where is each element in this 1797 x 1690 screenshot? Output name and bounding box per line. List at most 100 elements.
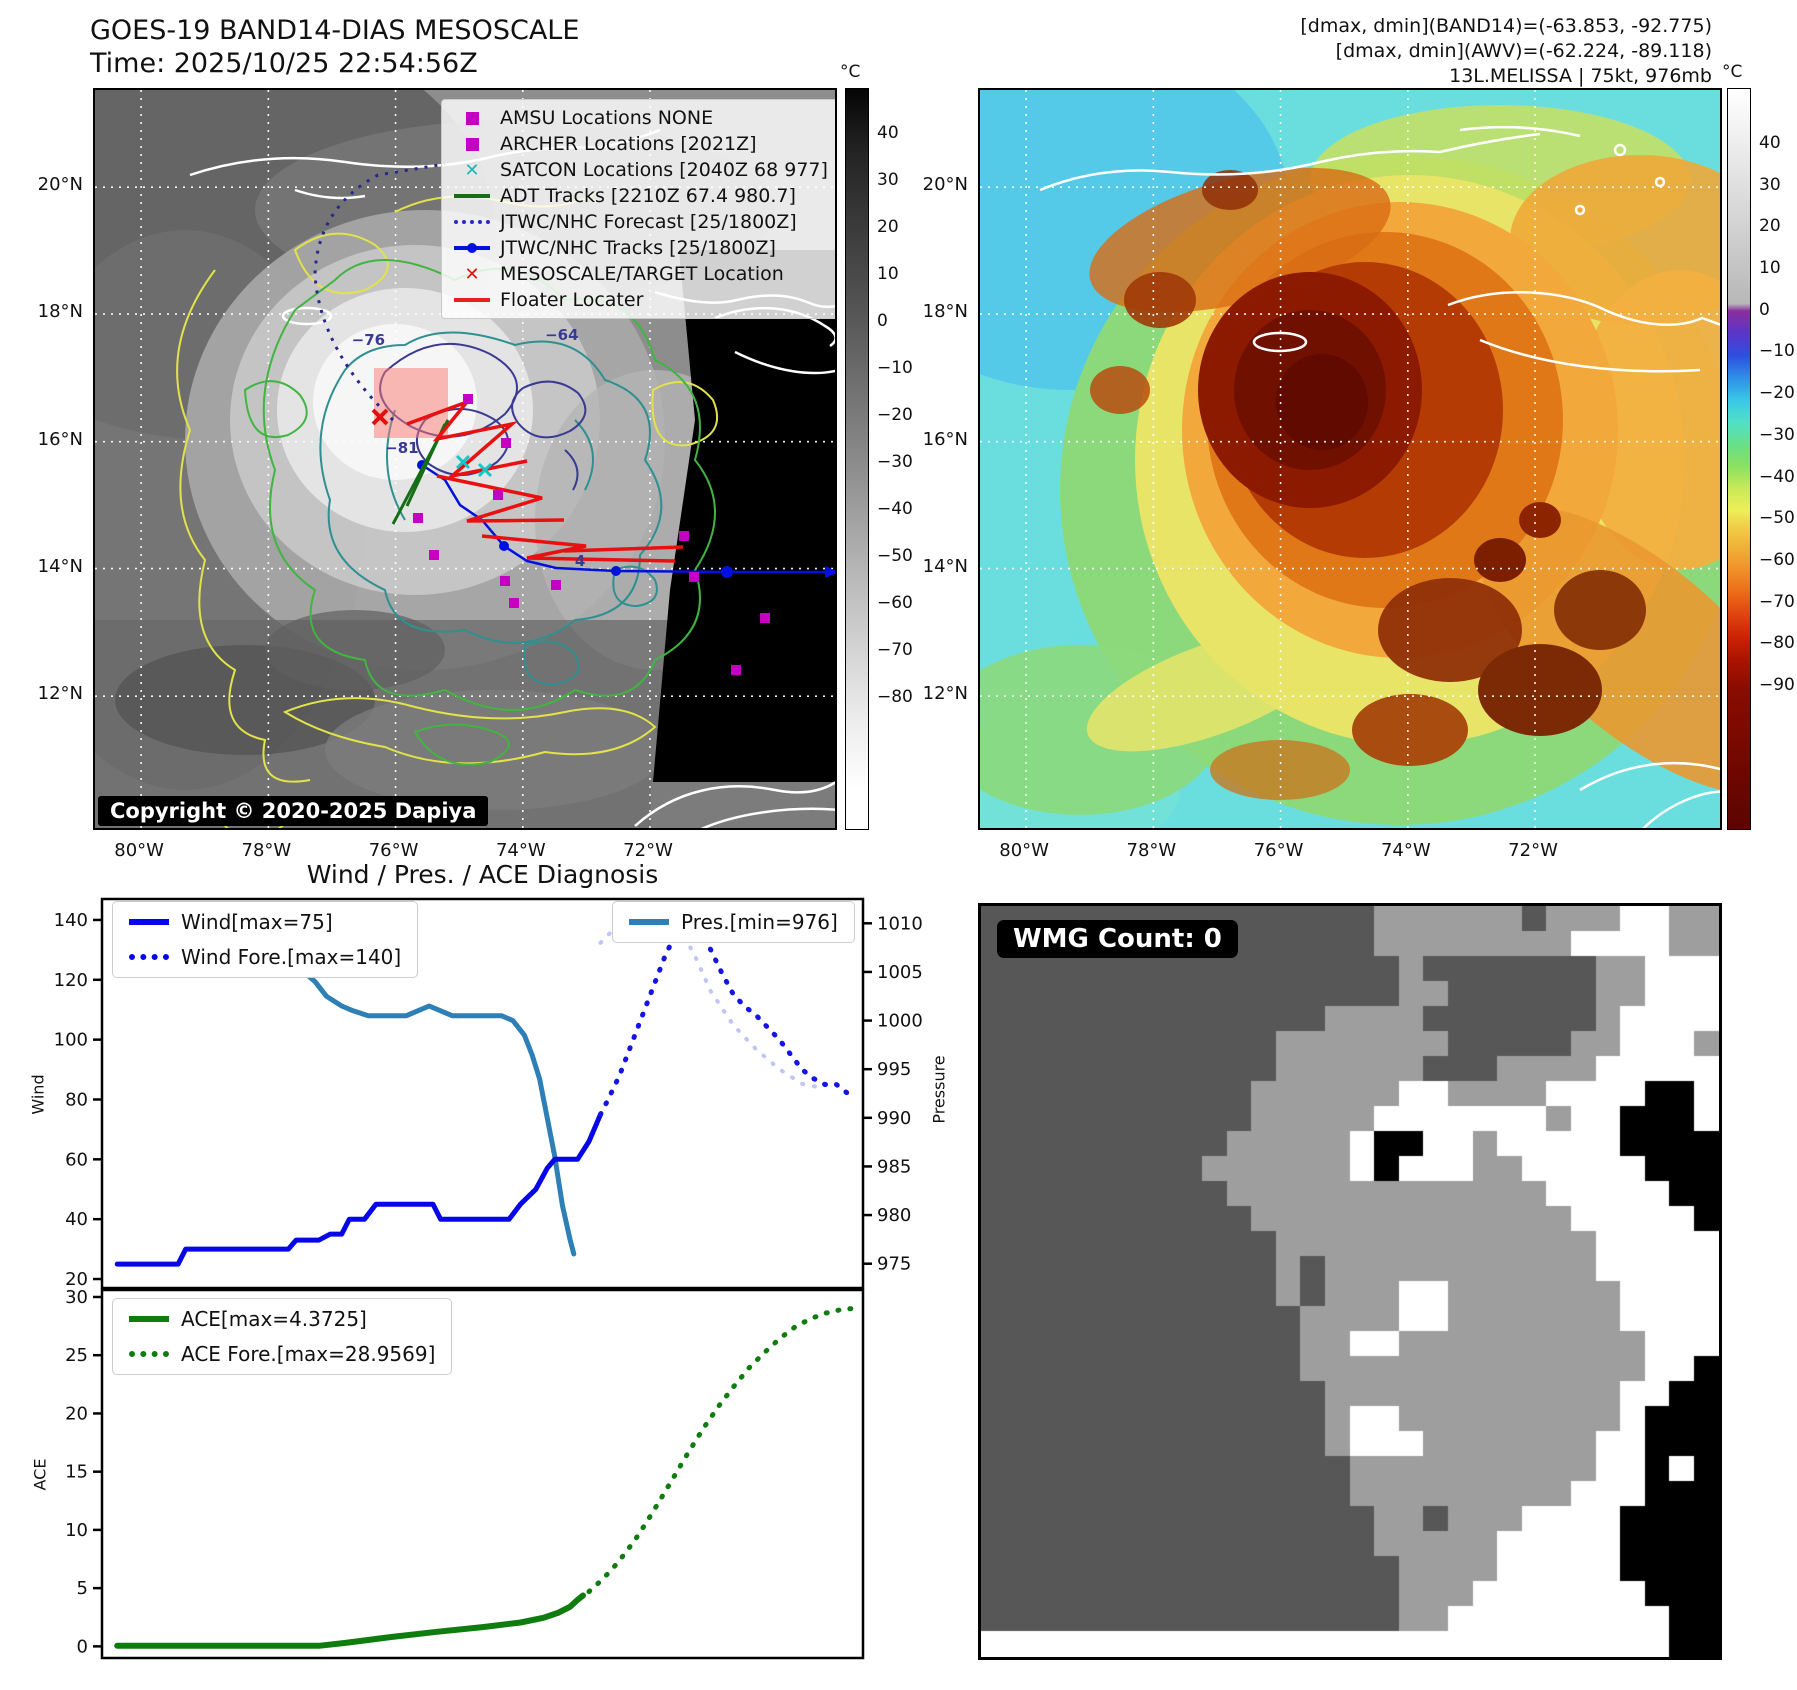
ir-lon-label: 78°W bbox=[1126, 840, 1177, 861]
band14-colorbar-tick: −20 bbox=[877, 405, 913, 426]
wind-axis-label: Wind bbox=[28, 1074, 48, 1115]
legend-item: ACE[max=4.3725] bbox=[129, 1307, 435, 1331]
wmg-panel: WMG Count: 0 bbox=[978, 903, 1722, 1660]
band14-colorbar-tick: 20 bbox=[877, 217, 899, 238]
line-icon bbox=[450, 194, 494, 198]
line-sample-icon bbox=[629, 919, 669, 925]
ir-colorbar-tick: −30 bbox=[1759, 424, 1795, 445]
ir-lon-label: 72°W bbox=[1508, 840, 1558, 861]
legend-item-label: Pres.[min=976] bbox=[681, 910, 838, 934]
line-sample-icon bbox=[129, 954, 169, 960]
ir-colorbar-tick: 10 bbox=[1759, 258, 1781, 278]
ir-lon-label: 76°W bbox=[1253, 840, 1304, 861]
ir-colorbar-tick: −40 bbox=[1759, 466, 1795, 487]
legend-item-label: SATCON Locations [2040Z 68 977] bbox=[500, 159, 828, 181]
ir-colorbar-tick: −10 bbox=[1759, 341, 1795, 362]
ir-colorbar-tick: −70 bbox=[1759, 591, 1795, 612]
square-icon bbox=[450, 137, 494, 151]
band14-colorbar-tick: −40 bbox=[877, 499, 913, 519]
ir-lat-label: 14°N bbox=[922, 555, 968, 577]
line-sample-icon bbox=[129, 1316, 169, 1322]
y-axis-tick-label: 60 bbox=[65, 1149, 88, 1170]
y-axis-tick-label: 5 bbox=[77, 1578, 88, 1599]
pressure-axis-label: Pressure bbox=[929, 1055, 949, 1124]
line-sample-icon bbox=[129, 919, 169, 925]
y-axis-tick-label: 0 bbox=[77, 1636, 88, 1657]
ir-colorbar bbox=[1727, 88, 1751, 830]
chart-section-title: Wind / Pres. / ACE Diagnosis bbox=[306, 860, 659, 889]
y-axis-tick-label: 20 bbox=[65, 1269, 88, 1290]
y2-axis-tick-label: 1000 bbox=[877, 1011, 923, 1032]
copyright-badge: Copyright © 2020-2025 Dapiya bbox=[98, 796, 489, 826]
legend-item-label: ARCHER Locations [2021Z] bbox=[500, 133, 757, 155]
band14-lon-label: 78°W bbox=[241, 840, 292, 861]
ir-lon-label: 80°W bbox=[999, 840, 1049, 861]
wind-legend: Wind[max=75] Wind Fore.[max=140] bbox=[112, 901, 419, 978]
y2-axis-tick-label: 1005 bbox=[877, 962, 923, 983]
y-axis-tick-label: 30 bbox=[65, 1287, 88, 1308]
legend-item-label: Wind[max=75] bbox=[181, 910, 333, 934]
storm-info-block: [dmax, dmin](BAND14)=(-63.853, -92.775) … bbox=[1300, 14, 1712, 89]
wmg-count-badge: WMG Count: 0 bbox=[997, 920, 1238, 958]
series-ace bbox=[114, 1592, 586, 1649]
ir-colorbar-tick: −20 bbox=[1759, 383, 1795, 404]
band14-lon-label: 74°W bbox=[495, 840, 546, 861]
legend-item: AMSU Locations NONE bbox=[450, 107, 828, 129]
band14-lat-label: 12°N bbox=[37, 683, 83, 705]
ace-axis-label: ACE bbox=[30, 1458, 50, 1491]
band14-range: [dmax, dmin](BAND14)=(-63.853, -92.775) bbox=[1300, 15, 1712, 37]
awv-range: [dmax, dmin](AWV)=(-62.224, -89.118) bbox=[1335, 40, 1712, 62]
band14-colorbar-tick: 40 bbox=[877, 123, 899, 144]
band14-colorbar-tick: 10 bbox=[877, 264, 899, 285]
x-icon: ✕ bbox=[464, 263, 480, 285]
legend-item: Wind Fore.[max=140] bbox=[129, 945, 401, 969]
legend-item: ARCHER Locations [2021Z] bbox=[450, 133, 828, 155]
ir-colorbar-tick: 20 bbox=[1759, 216, 1781, 237]
line-icon bbox=[450, 298, 494, 302]
y2-axis-tick-label: 975 bbox=[877, 1254, 911, 1275]
band14-lat-label: 16°N bbox=[37, 428, 83, 450]
legend-item: Wind[max=75] bbox=[129, 910, 401, 934]
page-title: GOES-19 BAND14-DIAS MESOSCALE bbox=[90, 15, 580, 46]
band14-colorbar-tick: −60 bbox=[877, 592, 913, 613]
y-axis-tick-label: 15 bbox=[65, 1462, 88, 1483]
y-axis-tick-label: 120 bbox=[54, 970, 88, 991]
map-legend: AMSU Locations NONE ARCHER Locations [202… bbox=[441, 99, 835, 319]
ir-satellite-image bbox=[980, 90, 1720, 828]
legend-item: Floater Locater bbox=[450, 289, 828, 311]
y-axis-tick-label: 20 bbox=[65, 1403, 88, 1424]
band14-lon-label: 76°W bbox=[368, 840, 419, 861]
legend-item-label: Floater Locater bbox=[500, 289, 644, 311]
series-wind bbox=[114, 1111, 603, 1267]
legend-item: ACE Fore.[max=28.9569] bbox=[129, 1342, 435, 1366]
band14-lon-label: 80°W bbox=[114, 840, 164, 861]
pressure-legend: Pres.[min=976] bbox=[612, 901, 855, 943]
series-wind-fore- bbox=[598, 917, 851, 1117]
ir-colorbar-tick: −90 bbox=[1759, 675, 1795, 695]
ir-lat-label: 18°N bbox=[922, 301, 968, 323]
legend-item: ADT Tracks [2210Z 67.4 980.7] bbox=[450, 185, 828, 207]
ir-lat-label: 20°N bbox=[922, 174, 968, 196]
coastlines bbox=[1039, 125, 1720, 828]
y-axis-tick-label: 25 bbox=[65, 1345, 88, 1366]
legend-item-label: ACE[max=4.3725] bbox=[181, 1307, 367, 1331]
y-axis-tick-label: 40 bbox=[65, 1209, 88, 1230]
y-axis-tick-label: 100 bbox=[54, 1030, 88, 1051]
band14-colorbar-tick: −80 bbox=[877, 686, 913, 707]
y2-axis-tick-label: 985 bbox=[877, 1156, 911, 1177]
contour-value-label: −64 bbox=[545, 325, 579, 344]
legend-item-label: Wind Fore.[max=140] bbox=[181, 945, 402, 969]
band14-lat-label: 20°N bbox=[37, 174, 83, 196]
contour-value-label: −81 bbox=[385, 438, 419, 457]
contour-value-label: 4 bbox=[574, 552, 586, 571]
band14-lat-label: 14°N bbox=[37, 555, 83, 577]
ir-colorbar-tick: 0 bbox=[1759, 299, 1770, 320]
legend-item-label: AMSU Locations NONE bbox=[500, 107, 714, 129]
y2-axis-tick-label: 995 bbox=[877, 1059, 911, 1080]
band14-map-panel: AMSU Locations NONE ARCHER Locations [202… bbox=[93, 88, 837, 830]
band14-colorbar-tick: −30 bbox=[877, 452, 913, 473]
legend-item-label: JTWC/NHC Tracks [25/1800Z] bbox=[500, 237, 776, 259]
line-sample-icon bbox=[129, 1351, 169, 1357]
ir-lat-label: 16°N bbox=[922, 428, 968, 450]
ir-colorbar-tick: −50 bbox=[1759, 508, 1795, 529]
